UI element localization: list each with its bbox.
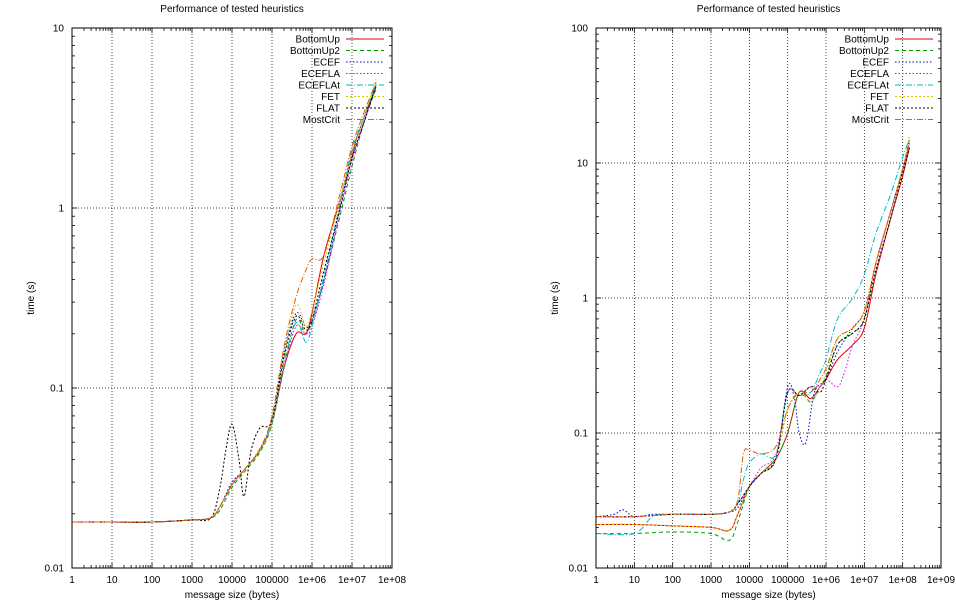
chart1-legend-label: ECEFLA: [301, 69, 340, 80]
chart1-legend-label: MostCrit: [303, 115, 340, 126]
chart2-ytick-label: 10: [577, 159, 589, 170]
chart1-xlabel: message size (bytes): [185, 590, 279, 601]
chart2-series-ecefla-line: [596, 143, 910, 518]
chart1-xtick-label: 100000: [255, 575, 289, 586]
chart1-legend-label: BottomUp: [296, 35, 341, 46]
chart2-xtick-label: 1000: [700, 575, 723, 586]
chart2-legend-label: BottomUp: [845, 35, 890, 46]
chart2-xtick-label: 100000: [771, 575, 805, 586]
chart2-ytick-label: 0.1: [574, 429, 588, 440]
chart1-series-bottomup-line: [72, 86, 377, 523]
chart1-legend-label: ECEF: [313, 58, 340, 69]
chart2-xtick-label: 10: [629, 575, 641, 586]
chart1-ytick-label: 10: [53, 24, 65, 35]
chart1-series-ecefla-line: [72, 83, 377, 523]
chart1-plot-frame: [71, 27, 393, 569]
chart2-ytick-label: 1: [582, 294, 588, 305]
chart2-series-eceflat-line: [596, 139, 910, 536]
chart2-ylabel: time (s): [550, 281, 561, 314]
chart1-series-flat-line: [72, 85, 377, 523]
chart2-series-ecef-line: [596, 143, 910, 518]
chart1-xtick-label: 1e+07: [338, 575, 367, 586]
chart1-xtick-label: 100: [144, 575, 161, 586]
chart2-series-bottomup-line: [596, 147, 910, 532]
chart1-xtick-label: 10: [106, 575, 118, 586]
chart1-ytick-label: 0.01: [45, 564, 65, 575]
chart2-xtick-label: 1e+09: [927, 575, 956, 586]
chart1-xtick-label: 1: [69, 575, 75, 586]
chart1-title: Performance of tested heuristics: [160, 4, 303, 15]
chart1-xtick-label: 1000: [181, 575, 204, 586]
chart1-legend-label: FET: [321, 92, 340, 103]
chart1-xtick-label: 1e+08: [378, 575, 407, 586]
chart1-series-bottomup2-line: [72, 88, 377, 523]
chart2-ytick-label: 0.01: [569, 564, 589, 575]
chart2-xlabel: message size (bytes): [721, 590, 815, 601]
chart2-ytick-label: 100: [571, 24, 588, 35]
chart1-legend-label: BottomUp2: [290, 46, 340, 57]
chart1-xtick-label: 10000: [218, 575, 246, 586]
chart1-legend: BottomUpBottomUp2ECEFECEFLAECEFLAtFETFLA…: [290, 35, 384, 126]
chart2-legend-label: MostCrit: [852, 115, 889, 126]
chart2-legend: BottomUpBottomUp2ECEFECEFLAECEFLAtFETFLA…: [839, 35, 933, 126]
chart1-ytick-label: 1: [58, 204, 64, 215]
chart2-series-group: [596, 135, 910, 542]
chart1-series-eceflat-line: [72, 83, 377, 523]
chart2-xtick-label: 1e+06: [812, 575, 841, 586]
chart1-series-fet-line: [72, 78, 377, 523]
chart1-ytick-label: 0.1: [50, 384, 64, 395]
chart1-series-ecef-line: [72, 85, 377, 523]
chart2-xtick-label: 100: [664, 575, 681, 586]
chart2-plot-frame: [595, 27, 942, 569]
chart1-legend-label: ECEFLAt: [298, 81, 340, 92]
chart2-xtick-label: 1: [593, 575, 599, 586]
chart2-series-bottomup2-line: [596, 139, 910, 542]
chart2-legend-label: BottomUp2: [839, 46, 889, 57]
chart2-xtick-label: 1e+08: [889, 575, 918, 586]
chart1-ylabel: time (s): [26, 281, 37, 314]
chart2-series-flat-line: [596, 147, 910, 518]
chart2-title: Performance of tested heuristics: [697, 4, 840, 15]
chart1-legend-label: FLAT: [316, 104, 340, 115]
chart2-legend-label: ECEF: [862, 58, 889, 69]
chart2-series-mostcrit-line: [596, 143, 910, 518]
chart2-legend-label: ECEFLAt: [847, 81, 889, 92]
chart1-xtick-label: 1e+06: [298, 575, 327, 586]
chart2-legend-label: FLAT: [865, 104, 889, 115]
chart1-series-mostcrit-line: [72, 82, 377, 523]
chart1-series-group: [72, 78, 377, 523]
chart2-xtick-label: 1e+07: [850, 575, 879, 586]
chart2-legend-label: FET: [870, 92, 889, 103]
chart2-legend-label: ECEFLA: [850, 69, 889, 80]
chart2-xtick-label: 10000: [735, 575, 763, 586]
